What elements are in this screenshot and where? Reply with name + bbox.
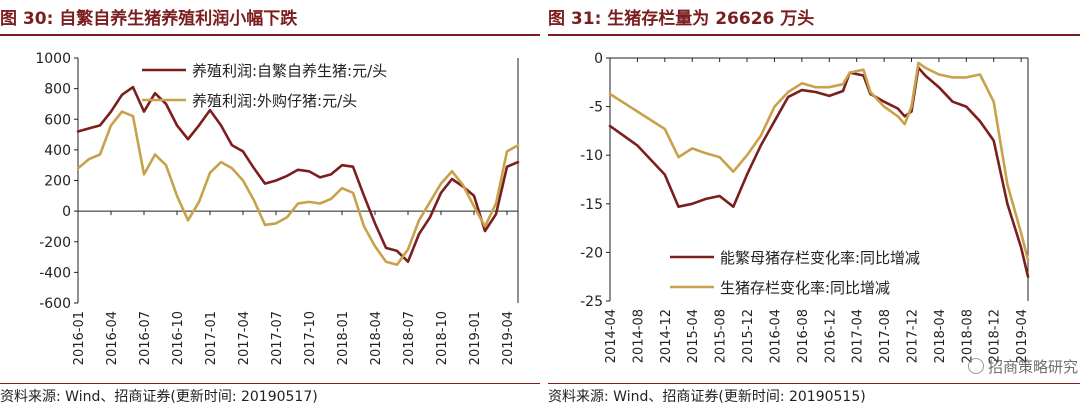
right-chart-x-tick-label: 2014-04 [604, 309, 619, 363]
right-chart-series-line-2 [608, 61, 1030, 262]
left-chart-svg: -600 -400 -200 0 200 400 600 800 1000 2016-01 2016… [35, 51, 520, 365]
right-chart-x-tick-label: 2014-12 [659, 309, 674, 363]
left-chart-legend-label-1: 养殖利润:自繁自养生猪:元/头 [192, 62, 387, 80]
left-title-rule [0, 34, 540, 36]
right-chart-x-tick-label: 2016-12 [823, 309, 838, 363]
left-source-rule [0, 383, 540, 384]
left-chart-x-tick-label: 2018-04 [369, 311, 384, 365]
left-chart-y-tick-label: 600 [44, 112, 71, 128]
right-source-note: 资料来源: Wind、招商证券(更新时间: 20190515) [548, 389, 866, 405]
left-chart-x-tick-label: 2017-10 [303, 311, 318, 365]
right-chart-y-tick-label: -25 [580, 294, 603, 310]
right-chart-x-tick-label: 2017-12 [906, 309, 921, 363]
left-chart-x-tick-label: 2016-04 [105, 311, 120, 365]
left-chart-y-tick-label: 800 [44, 82, 71, 98]
left-chart-series-line-2 [76, 110, 520, 267]
left-chart-x-tick-label: 2019-01 [468, 311, 483, 365]
left-chart-y-tick-label: -400 [39, 265, 71, 281]
right-chart-x-tick-label: 2016-08 [796, 309, 811, 363]
right-chart-x-tick-label: 2014-08 [631, 309, 646, 363]
left-chart-y-tick-label: 0 [62, 204, 71, 220]
left-chart-y-tick-label: 1000 [35, 51, 71, 67]
right-chart-x-tick-label: 2015-12 [741, 309, 756, 363]
left-chart-x-tick-label: 2018-10 [435, 311, 450, 365]
right-chart-x-tick-label: 2018-08 [960, 309, 975, 363]
right-chart-y-tick-label: -10 [580, 148, 603, 164]
watermark-text: 招商策略研究 [987, 358, 1078, 376]
left-chart-x-tick-label: 2017-01 [204, 311, 219, 365]
right-chart-legend-label-1: 能繁母猪存栏变化率:同比增减 [720, 249, 920, 267]
right-chart-svg: -25 -20 -15 -10 -5 0 2014-04 2014-08 2014-12 2015… [580, 51, 1030, 363]
left-source-note: 资料来源: Wind、招商证券(更新时间: 20190517) [0, 389, 318, 405]
right-chart-x-tick-label: 2017-04 [851, 309, 866, 363]
left-chart-x-tick-label: 2016-07 [138, 311, 153, 365]
left-chart-x-tick-label: 2017-04 [237, 311, 252, 365]
right-chart-title: 图 31: 生猪存栏量为 26626 万头 [548, 9, 815, 29]
right-chart-x-tick-label: 2017-08 [878, 309, 893, 363]
right-chart-y-tick-label: -5 [589, 100, 603, 116]
right-chart-series-line-1 [608, 66, 1030, 279]
left-chart-legend-label-2: 养殖利润:外购仔猪:元/头 [192, 92, 357, 110]
right-chart-x-tick-label: 2015-08 [714, 309, 729, 363]
right-chart-x-tick-label: 2019-04 [1015, 309, 1030, 363]
wechat-icon [967, 358, 984, 374]
left-chart-x-tick-label: 2016-01 [72, 311, 87, 365]
left-chart-x-tick-label: 2017-07 [270, 311, 285, 365]
right-chart-x-tick-label: 2015-04 [686, 309, 701, 363]
left-chart-x-tick-label: 2016-10 [171, 311, 186, 365]
left-chart-y-tick-label: 200 [44, 174, 71, 190]
right-chart-x-tick-label: 2016-04 [768, 309, 783, 363]
right-chart-legend-label-2: 生猪存栏变化率:同比增减 [720, 279, 890, 297]
left-chart-x-tick-label: 2019-04 [501, 311, 516, 365]
left-chart-y-tick-label: 400 [44, 143, 71, 159]
left-chart-x-tick-label: 2018-07 [402, 311, 417, 365]
right-chart-y-tick-label: -15 [580, 197, 603, 213]
watermark: 招商策略研究 [967, 356, 1078, 377]
left-chart-title: 图 30: 自繁自养生猪养殖利润小幅下跌 [0, 9, 298, 29]
right-chart-y-tick-label: 0 [594, 51, 603, 67]
right-chart-x-tick-label: 2018-04 [933, 309, 948, 363]
left-chart-panel: 图 30: 自繁自养生猪养殖利润小幅下跌 -600 -400 -200 0 200 400… [0, 9, 540, 405]
left-chart-y-tick-label: -600 [39, 296, 71, 312]
right-source-rule [548, 383, 1080, 384]
left-chart-y-tick-label: -200 [39, 235, 71, 251]
right-chart-x-tick-label: 2018-12 [988, 309, 1003, 363]
right-title-rule [548, 34, 1080, 36]
left-chart-x-tick-label: 2018-01 [336, 311, 351, 365]
right-chart-panel: 图 31: 生猪存栏量为 26626 万头 -25 -20 -15 -10 -5 0 201… [548, 0, 1080, 413]
right-chart-y-tick-label: -20 [580, 245, 603, 261]
